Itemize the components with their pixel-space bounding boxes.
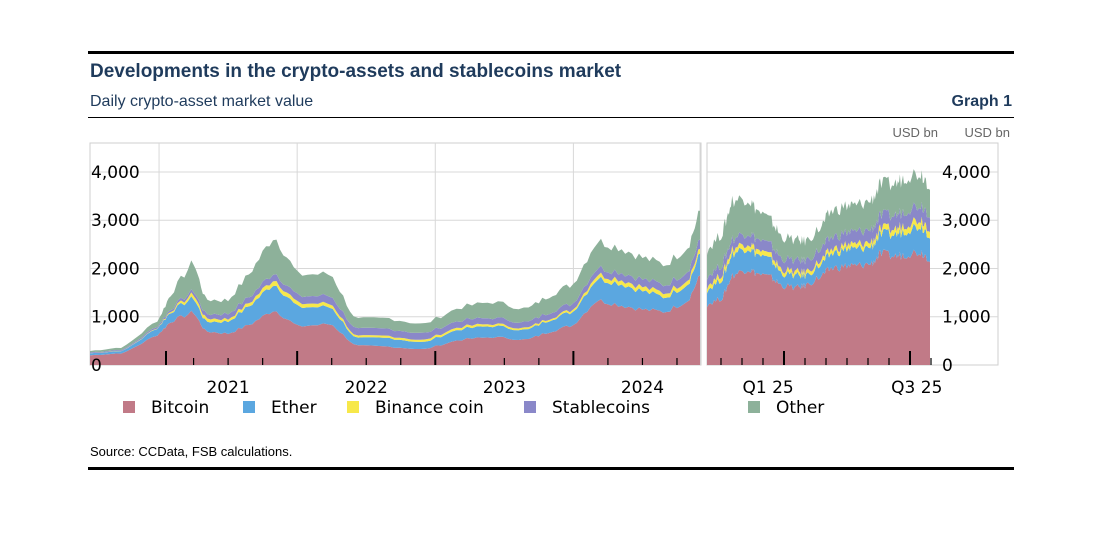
- legend-swatch-ether: [243, 401, 255, 413]
- unit-label-left: USD bn: [892, 125, 938, 140]
- legend-label: Ether: [271, 398, 317, 418]
- legend-swatch-binance-coin: [347, 401, 359, 413]
- x-tick-label: 2021: [206, 378, 249, 398]
- area-bitcoin: [707, 249, 930, 365]
- legend-label: Stablecoins: [552, 398, 650, 418]
- area-bitcoin: [90, 275, 700, 365]
- unit-label-right: USD bn: [964, 125, 1010, 140]
- legend: Bitcoin Ether Binance coin Stablecoins Other: [123, 398, 824, 418]
- left-panel: 0 1,000 2,000 3,000 4,000 2021 2022 2023 2024: [89, 142, 702, 398]
- y-tick-label: 0: [942, 356, 953, 376]
- legend-label: Binance coin: [375, 398, 484, 418]
- x-tick-label: 2024: [621, 378, 664, 398]
- top-rule: [88, 51, 1014, 54]
- legend-label: Bitcoin: [151, 398, 209, 418]
- y-tick-label: 3,000: [91, 211, 140, 231]
- area-other: [707, 169, 930, 281]
- x-tick-label: Q3 25: [891, 378, 942, 398]
- chart-subtitle: Daily crypto-asset market value: [90, 93, 314, 110]
- area-ether: [90, 253, 700, 356]
- chart-title: Developments in the crypto-assets and st…: [90, 61, 622, 82]
- legend-label: Other: [776, 398, 824, 418]
- graph-number: Graph 1: [951, 93, 1012, 110]
- y-tick-label: 1,000: [942, 308, 991, 328]
- y-tick-label: 3,000: [942, 211, 991, 231]
- source-note: Source: CCData, FSB calculations.: [90, 444, 293, 459]
- y-tick-label: 1,000: [91, 308, 140, 328]
- area-ether: [707, 223, 930, 308]
- legend-swatch-other: [748, 401, 760, 413]
- y-tick-label: 2,000: [942, 259, 991, 279]
- bottom-rule: [88, 467, 1014, 470]
- legend-swatch-stablecoins: [524, 401, 536, 413]
- area-other: [90, 210, 700, 353]
- right-panel: 0 1,000 2,000 3,000 4,000 USD bn USD bn Q1 25 Q3…: [706, 125, 1010, 398]
- y-tick-label: 2,000: [91, 259, 140, 279]
- header-divider: [88, 117, 1014, 118]
- y-tick-label: 4,000: [942, 163, 991, 183]
- y-tick-label: 4,000: [91, 163, 140, 183]
- x-tick-label: 2022: [345, 378, 388, 398]
- legend-swatch-bitcoin: [123, 401, 135, 413]
- y-tick-label: 0: [91, 356, 102, 376]
- x-tick-label: Q1 25: [743, 378, 794, 398]
- x-tick-label: 2023: [483, 378, 526, 398]
